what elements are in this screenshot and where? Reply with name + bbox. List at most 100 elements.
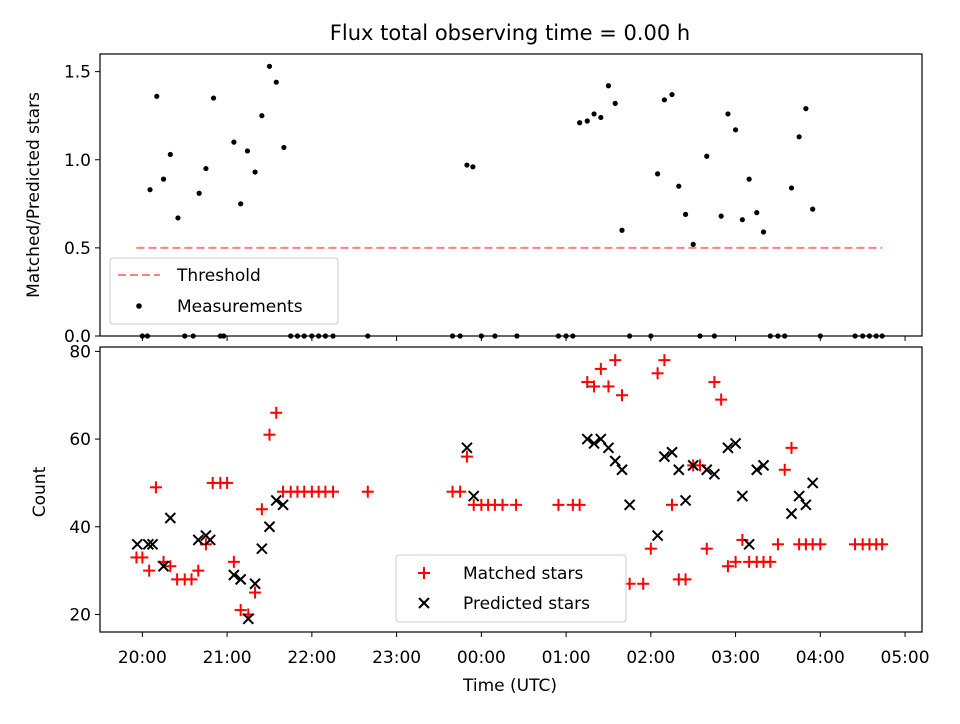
predicted-star-marker — [192, 534, 205, 546]
measurement-point — [718, 213, 724, 219]
top-y-axis-label: Matched/Predicted stars — [24, 92, 44, 298]
matched-star-marker — [510, 498, 523, 511]
matched-star-marker — [700, 542, 713, 555]
x-axis-label: Time (UTC) — [462, 676, 557, 696]
measurement-point — [210, 95, 217, 101]
x-tick-label: 03:00 — [711, 648, 760, 668]
legend-measurements-label: Measurements — [177, 297, 303, 317]
bottom-y-axis-label: Count — [30, 466, 50, 517]
predicted-legend-marker — [418, 597, 430, 609]
legend-predicted-label: Predicted stars — [463, 594, 590, 614]
matched-star-marker — [602, 380, 615, 393]
matched-star-marker — [594, 362, 607, 375]
measurement-point — [147, 187, 153, 193]
matched-star-marker — [454, 485, 467, 498]
measurement-point — [746, 176, 752, 182]
measurement-point — [810, 206, 816, 212]
predicted-star-marker — [263, 521, 276, 533]
predicted-star-marker — [751, 464, 763, 476]
top-x-ticks — [141, 336, 906, 341]
bottom-legend-box — [395, 554, 627, 623]
measurement-point — [203, 165, 209, 172]
matched-star-marker — [255, 503, 268, 516]
matched-star-marker — [581, 376, 594, 389]
matched-star-marker — [185, 573, 198, 586]
matched-star-marker — [496, 498, 509, 511]
matched-star-marker — [651, 367, 664, 380]
predicted-star-marker — [616, 464, 628, 476]
bottom-x-axis: 20:00 21:00 22:00 23:00 00:00 01:00 02:00 03:00… — [118, 632, 930, 668]
bottom-y-tick-label: 60 — [69, 430, 91, 450]
measurement-point — [788, 185, 795, 191]
matched-star-marker — [552, 498, 565, 511]
measurement-point — [464, 162, 470, 168]
measurement-point — [281, 144, 287, 151]
measurement-point — [577, 120, 583, 126]
predicted-star-marker — [679, 494, 692, 507]
predicted-star-marker — [142, 538, 155, 551]
legend-threshold-label: Threshold — [176, 266, 261, 286]
predicted-star-marker — [793, 490, 805, 502]
predicted-star-marker — [743, 538, 755, 551]
predicted-star-marker — [701, 464, 713, 476]
predicted-star-marker — [249, 578, 261, 590]
predicted-star-marker — [722, 442, 734, 454]
measurement-point — [154, 93, 160, 99]
measurement-point — [244, 148, 251, 154]
predicted-star-marker — [708, 468, 721, 480]
matched-star-marker — [573, 498, 586, 511]
measurement-point — [704, 153, 710, 159]
measurement-point — [470, 164, 476, 170]
matched-star-marker — [221, 476, 234, 489]
measurement-point — [676, 183, 682, 189]
measurement-point — [605, 83, 612, 89]
matched-star-marker — [149, 481, 162, 494]
matched-star-marker — [143, 564, 156, 577]
predicted-star-marker — [461, 442, 473, 454]
matched-star-marker — [658, 354, 671, 367]
predicted-star-marker — [687, 459, 699, 472]
top-y-axis: 0.0 0.5 1.0 1.5 — [64, 63, 100, 347]
matched-star-marker — [778, 463, 791, 476]
measurements-legend-dot — [136, 303, 142, 309]
top-plot-area — [136, 63, 885, 339]
measurement-point — [160, 176, 167, 182]
measurement-point — [167, 151, 173, 158]
measurement-point — [231, 139, 237, 145]
measurement-point — [655, 171, 661, 177]
x-tick-label: 05:00 — [881, 648, 930, 668]
measurement-point — [669, 91, 675, 98]
predicted-star-marker — [157, 560, 170, 572]
matched-star-marker — [460, 450, 473, 463]
measurement-point — [175, 215, 181, 221]
measurement-point — [612, 100, 618, 106]
top-y-tick-label: 1.0 — [64, 151, 91, 171]
matched-star-marker — [361, 485, 374, 498]
x-tick-label: 23:00 — [372, 648, 421, 668]
measurement-point — [803, 106, 809, 112]
x-tick-label: 01:00 — [542, 648, 591, 668]
bottom-y-axis: 20 40 60 80 — [69, 342, 100, 625]
matched-star-marker — [814, 538, 827, 551]
matched-star-marker — [736, 533, 749, 546]
matched-star-marker — [715, 393, 728, 406]
predicted-star-marker — [581, 433, 593, 445]
matched-star-marker — [192, 564, 205, 577]
predicted-star-marker — [588, 437, 600, 450]
matched-star-marker — [327, 485, 340, 498]
predicted-star-marker — [270, 494, 282, 507]
bottom-y-tick-label: 40 — [69, 518, 91, 538]
measurement-point — [619, 227, 625, 233]
bottom-axes-frame — [99, 346, 923, 633]
chart-title: Flux total observing time = 0.00 h — [330, 21, 690, 45]
predicted-star-marker — [658, 450, 671, 463]
measurement-point — [661, 97, 667, 103]
predicted-star-marker — [736, 490, 749, 502]
matched-star-marker — [227, 555, 240, 568]
top-y-tick-label: 0.0 — [64, 327, 91, 347]
matched-star-marker — [644, 542, 657, 555]
predicted-star-marker — [666, 446, 678, 458]
predicted-star-marker — [800, 499, 812, 511]
measurement-point — [259, 113, 265, 119]
